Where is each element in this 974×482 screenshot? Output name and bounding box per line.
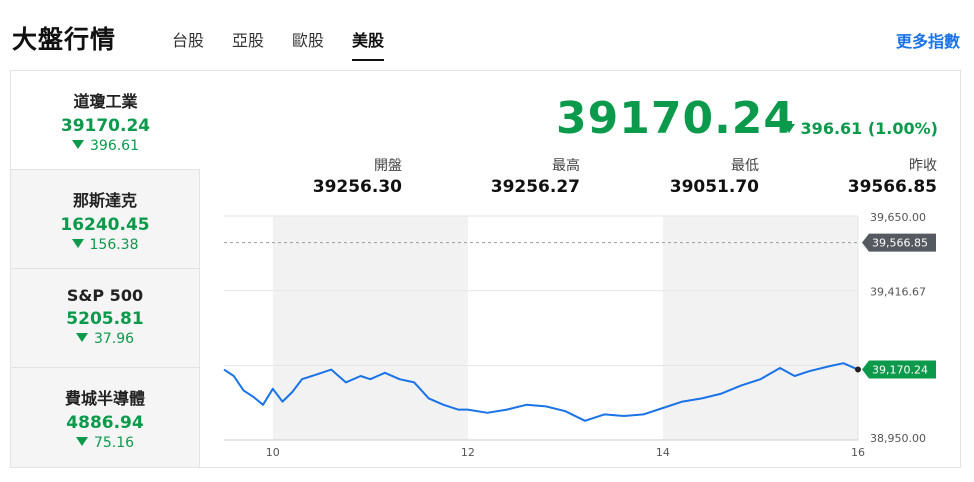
index-value: 4886.94 <box>66 413 144 433</box>
index-name: 那斯達克 <box>72 191 137 210</box>
shaded-session-1 <box>662 216 858 440</box>
index-list: 道瓊工業 39170.24 396.61 那斯達克 16240.45 156.3… <box>11 71 200 467</box>
index-item-sox[interactable]: 費城半導體 4886.94 75.16 <box>11 368 200 467</box>
stat-open-label: 開盤 <box>374 158 402 174</box>
index-value: 39170.24 <box>60 116 151 136</box>
last-price-dot <box>855 366 861 373</box>
tab-us-stocks[interactable]: 美股 <box>352 27 385 61</box>
x-tick-label: 10 <box>266 446 280 459</box>
index-value: 5205.81 <box>66 309 144 329</box>
stat-low-label: 最低 <box>731 158 759 174</box>
tab-taiwan-stocks[interactable]: 台股 <box>172 31 205 50</box>
y-tick-label: 38,950.00 <box>870 432 926 445</box>
stat-low-value: 39051.70 <box>669 177 759 197</box>
index-change-value: 156.38 <box>89 237 139 253</box>
index-change: 75.16 <box>11 435 199 451</box>
market-panel: 道瓊工業 39170.24 396.61 那斯達克 16240.45 156.3… <box>10 70 961 468</box>
down-arrow-icon <box>782 124 795 133</box>
stat-prev-close-value: 39566.85 <box>847 177 937 197</box>
down-arrow-icon <box>75 333 88 342</box>
last-price-tag <box>862 360 936 379</box>
down-arrow-icon <box>71 239 84 248</box>
stat-prev-close-label: 昨收 <box>909 158 937 174</box>
header: 大盤行情 台股 亞股 歐股 美股 更多指數 <box>0 0 974 68</box>
stat-high-label: 最高 <box>552 158 580 174</box>
index-value: 16240.45 <box>60 215 150 235</box>
intraday-chart: 39,650.00 39,416.67 38,950.00 10 12 14 16 39,56… <box>223 211 936 459</box>
price-series-line <box>223 362 859 422</box>
y-tick-label: 39,416.67 <box>870 286 926 299</box>
prev-close-tag <box>862 233 936 252</box>
page-title: 大盤行情 <box>12 25 117 54</box>
more-indices-link[interactable]: 更多指數 <box>895 32 960 51</box>
index-change: 156.38 <box>11 237 199 253</box>
down-arrow-icon <box>75 437 88 446</box>
prev-close-label: 39,566.85 <box>872 237 928 250</box>
stat-open-value: 39256.30 <box>312 177 402 197</box>
down-arrow-icon <box>72 140 84 149</box>
stat-high-value: 39256.27 <box>490 177 580 197</box>
tab-asia-stocks[interactable]: 亞股 <box>232 31 265 50</box>
current-price: 39170.24 <box>556 93 796 144</box>
index-item-dow-jones[interactable]: 道瓊工業 39170.24 396.61 <box>11 71 200 170</box>
x-tick-label: 14 <box>656 446 670 459</box>
price-change-value: 396.61 (1.00%) <box>800 119 938 138</box>
index-name: S&P 500 <box>66 286 144 305</box>
index-item-sp500[interactable]: S&P 500 5205.81 37.96 <box>11 269 200 368</box>
last-price-label: 39,170.24 <box>872 364 928 377</box>
x-tick-label: 12 <box>461 446 475 459</box>
index-item-nasdaq[interactable]: 那斯達克 16240.45 156.38 <box>11 170 200 269</box>
index-change-value: 75.16 <box>93 435 135 451</box>
index-change-value: 37.96 <box>93 331 135 347</box>
market-tabs: 台股 亞股 歐股 美股 <box>172 27 412 61</box>
x-tick-label: 16 <box>851 446 865 459</box>
y-tick-label: 39,650.00 <box>870 211 926 224</box>
shaded-session-0 <box>272 216 468 440</box>
index-change: 396.61 <box>11 138 200 154</box>
index-change-value: 396.61 <box>90 138 139 154</box>
index-name: 道瓊工業 <box>73 92 138 111</box>
index-name: 費城半導體 <box>64 389 145 408</box>
index-change: 37.96 <box>11 331 199 347</box>
price-change: 396.61 (1.00%) <box>782 119 938 138</box>
tab-europe-stocks[interactable]: 歐股 <box>292 31 325 50</box>
